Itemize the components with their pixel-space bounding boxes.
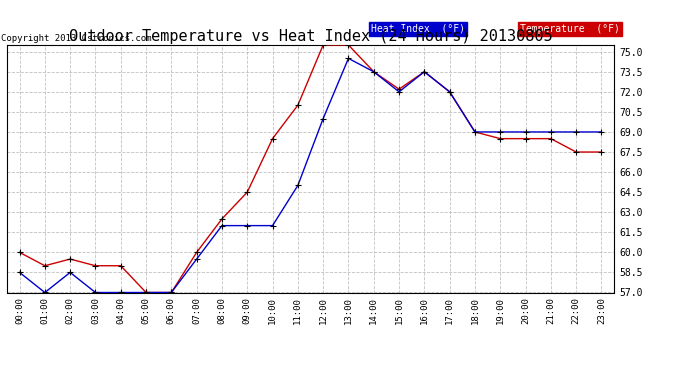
Title: Outdoor Temperature vs Heat Index (24 Hours) 20130805: Outdoor Temperature vs Heat Index (24 Ho… bbox=[69, 29, 552, 44]
Text: Heat Index  (°F): Heat Index (°F) bbox=[371, 24, 465, 34]
Text: Temperature  (°F): Temperature (°F) bbox=[520, 24, 620, 34]
Text: Copyright 2013 Cstronics.com: Copyright 2013 Cstronics.com bbox=[1, 33, 151, 42]
